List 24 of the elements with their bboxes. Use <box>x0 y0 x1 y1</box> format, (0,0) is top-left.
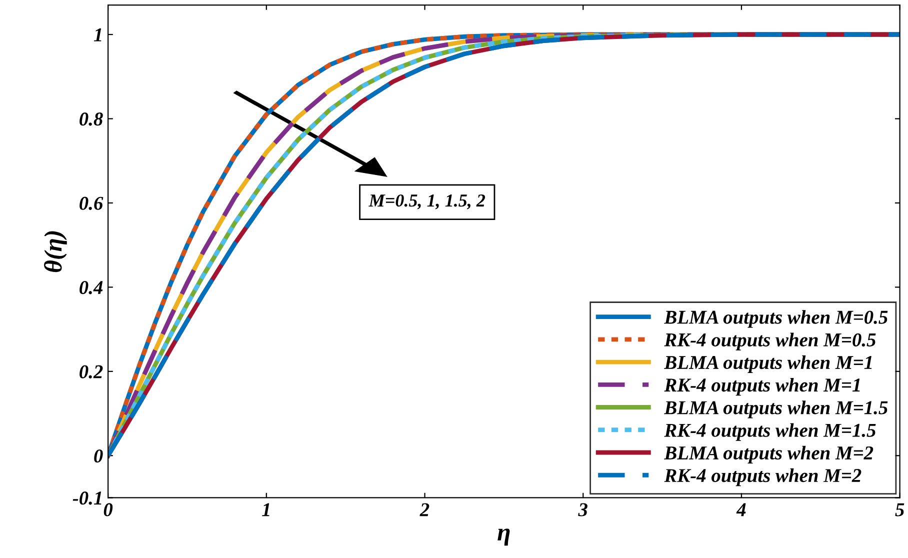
legend-label: RK-4 outputs when M=1 <box>664 378 860 396</box>
y-tick-label: 0.8 <box>80 112 103 126</box>
y-tick-label: 0.2 <box>80 365 103 378</box>
y-axis-title: θ(η) <box>44 231 67 272</box>
legend-label: RK-4 outputs when M=2 <box>664 468 862 486</box>
y-tick-label: 1 <box>94 28 102 42</box>
x-tick-label: 3 <box>578 503 588 516</box>
annotation: M=0.5, 1, 1.5, 2 <box>368 194 486 210</box>
x-tick-label: 0 <box>104 503 113 516</box>
legend-label: RK-4 outputs when M=1.5 <box>664 423 876 441</box>
y-tick-label: 0.6 <box>80 196 104 210</box>
y-tick-label: 0.4 <box>80 280 103 294</box>
x-tick-label: 2 <box>420 503 430 516</box>
legend-label: BLMA outputs when M=0.5 <box>664 310 888 328</box>
x-tick-label: 5 <box>895 503 904 516</box>
y-tick-label: -0.1 <box>72 492 102 505</box>
legend-label: RK-4 outputs when M=0.5 <box>664 332 876 350</box>
legend-label: BLMA outputs when M=1 <box>664 355 872 374</box>
y-tick-label: 0 <box>94 449 103 463</box>
x-tick-label: 4 <box>736 503 746 516</box>
legend-label: BLMA outputs when M=2 <box>664 446 874 464</box>
x-tick-label: 1 <box>262 503 270 516</box>
x-axis-title: η <box>498 528 510 546</box>
legend-label: BLMA outputs when M=1.5 <box>664 400 888 418</box>
